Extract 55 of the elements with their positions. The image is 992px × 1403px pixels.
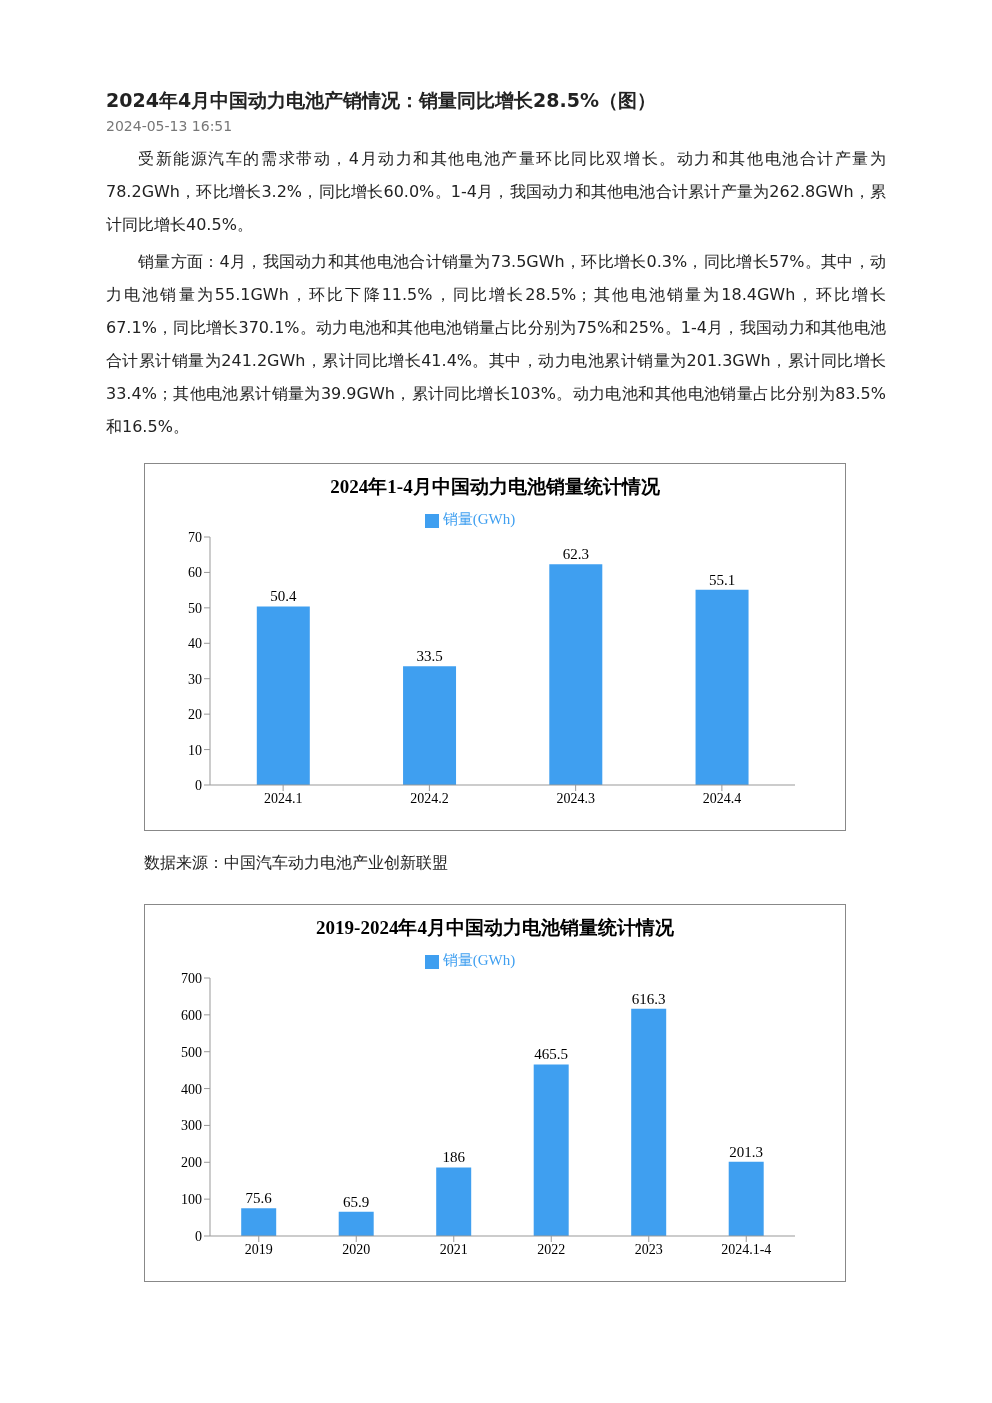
bar — [533, 1064, 569, 1236]
text: 2024年4月中国动力电池产销情况：销量同比增长28.5%（图） — [106, 88, 658, 113]
y-tick-label: 70 — [188, 529, 202, 545]
y-tick-label: 500 — [181, 1044, 202, 1060]
y-tick-label: 40 — [188, 636, 202, 652]
bar — [695, 589, 749, 785]
source-note: 数据来源：中国汽车动力电池产业创新联盟 — [144, 853, 449, 874]
x-tick-label: 2024.1 — [263, 790, 303, 806]
bar — [436, 1167, 472, 1236]
bar — [256, 606, 310, 785]
y-tick-label: 200 — [181, 1155, 202, 1171]
y-tick-label: 300 — [181, 1118, 202, 1134]
y-tick-label: 30 — [188, 671, 202, 687]
legend-label: 销量(GWh) — [442, 952, 516, 968]
x-tick-label: 2024.3 — [556, 790, 595, 806]
bar — [728, 1161, 764, 1236]
data-label: 616.3 — [631, 990, 666, 1007]
x-tick-label: 2019 — [244, 1241, 273, 1257]
text: 销量方面：4月，我国动力和其他电池合计销量为73.5GWh，环比增长0.3%，同比增长57%。其中，动力电池销量为55.1GWh，环比下降11.5%，同比增长28.5%；其他电池销量为18.4GWh，环比增长67.1%，同比增长370.1%。动力电池和其他电池销量占比分别为75%和25%。1-4月，我国动力和其他电池合计累计销量为241.2GWh，累计同比增长41.4%。其中，动力电池累计销量为201.3GWh，累计同比增长33.4%；其他电池累计销量为39.9GWh，累计同比增长103%。动力电池和其他电池销量占比分别为83.5%和16.5%。 — [106, 251, 886, 438]
chart-title: 2024年1-4月中国动力电池销量统计情况 — [329, 475, 661, 499]
y-tick-label: 0 — [195, 777, 202, 793]
y-tick-label: 100 — [181, 1192, 202, 1208]
data-label: 186 — [442, 1149, 466, 1166]
data-label: 465.5 — [534, 1046, 569, 1063]
y-tick-label: 700 — [181, 970, 202, 986]
x-tick-label: 2021 — [439, 1241, 468, 1257]
data-label: 62.3 — [562, 546, 589, 563]
bar — [403, 666, 457, 785]
data-label: 33.5 — [416, 648, 443, 665]
bar — [338, 1211, 374, 1236]
x-tick-label: 2024.1-4 — [721, 1241, 772, 1257]
y-tick-label: 20 — [188, 707, 202, 723]
y-tick-label: 600 — [181, 1007, 202, 1023]
y-tick-label: 10 — [188, 742, 202, 758]
x-tick-label: 2022 — [537, 1241, 566, 1257]
data-label: 201.3 — [729, 1143, 764, 1160]
y-tick-label: 50 — [188, 600, 202, 616]
x-tick-label: 2024.2 — [410, 790, 449, 806]
x-tick-label: 2020 — [342, 1241, 371, 1257]
chart-title: 2019-2024年4月中国动力电池销量统计情况 — [315, 916, 675, 940]
legend-label: 销量(GWh) — [442, 511, 516, 527]
text: 受新能源汽车的需求带动，4月动力和其他电池产量环比同比双增长。动力和其他电池合计产量为78.2GWh，环比增长3.2%，同比增长60.0%。1-4月，我国动力和其他电池合计累计产量为262.8GWh，累计同比增长40.5%。 — [106, 148, 886, 236]
data-label: 55.1 — [708, 571, 736, 588]
bar — [549, 564, 603, 785]
text: 2024-05-13 16:51 — [106, 118, 234, 134]
bar — [631, 1008, 667, 1236]
y-tick-label: 60 — [188, 565, 202, 581]
y-tick-label: 0 — [195, 1228, 202, 1244]
y-tick-label: 400 — [181, 1081, 202, 1097]
data-label: 75.6 — [245, 1190, 273, 1207]
bar — [241, 1208, 277, 1236]
x-tick-label: 2024.4 — [702, 790, 742, 806]
data-label: 50.4 — [270, 588, 297, 605]
x-tick-label: 2023 — [634, 1241, 663, 1257]
data-label: 65.9 — [343, 1193, 370, 1210]
